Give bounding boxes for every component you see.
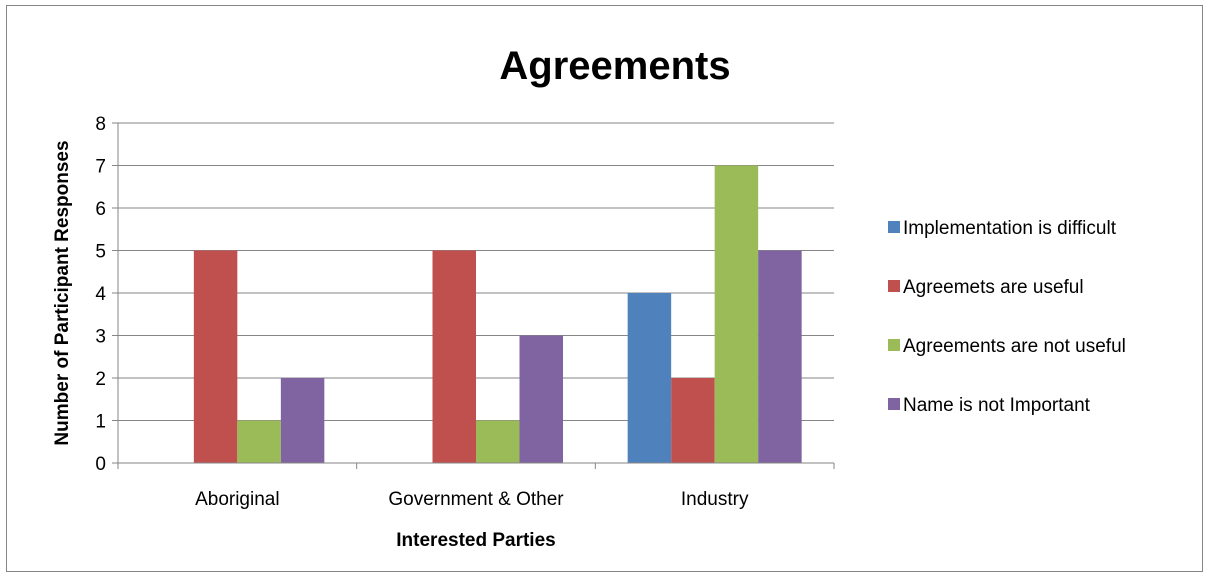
bar-2-0 (627, 293, 672, 463)
legend: Implementation is difficult Agreemets are… (888, 218, 1126, 416)
legend-swatch (888, 221, 900, 233)
y-tick-label: 8 (95, 114, 106, 135)
legend-label: Implementation is difficult (903, 218, 1117, 239)
legend-swatch (888, 339, 900, 351)
y-tick-label: 2 (95, 369, 106, 390)
y-tick-label: 0 (95, 454, 106, 475)
y-axis-title: Number of Participant Responses (52, 140, 73, 445)
bar-1-3 (519, 335, 563, 463)
y-tick-label: 5 (95, 242, 106, 263)
x-category-labels: Aboriginal Government & Other Industry (195, 489, 749, 510)
bar-2-1 (671, 378, 715, 463)
legend-swatch (888, 280, 900, 292)
bar-1-2 (476, 420, 520, 463)
bar-0-2 (237, 420, 281, 463)
axes (117, 123, 835, 469)
bar-2-2 (714, 165, 759, 463)
x-axis-title: Interested Parties (396, 530, 555, 551)
legend-label: Name is not Important (903, 395, 1091, 416)
chart-title: Agreements (499, 44, 730, 88)
x-category-label: Government & Other (388, 489, 564, 510)
bars (193, 165, 802, 463)
bar-0-3 (280, 378, 325, 463)
x-category-label: Industry (681, 489, 749, 510)
y-tick-label: 6 (95, 199, 106, 220)
y-tick-label: 3 (95, 327, 106, 348)
bar-0-1 (193, 250, 238, 463)
bar-2-3 (758, 250, 802, 463)
y-tick-label: 1 (95, 412, 106, 433)
y-tick-label: 7 (95, 157, 106, 178)
bar-1-1 (432, 250, 476, 463)
legend-label: Agreemets are useful (903, 277, 1084, 298)
y-tick-label: 4 (95, 284, 106, 305)
legend-swatch (888, 398, 900, 410)
legend-label: Agreements are not useful (903, 336, 1126, 357)
x-category-label: Aboriginal (195, 489, 280, 510)
y-tick-labels: 0 1 2 3 4 5 6 7 8 (95, 114, 106, 475)
